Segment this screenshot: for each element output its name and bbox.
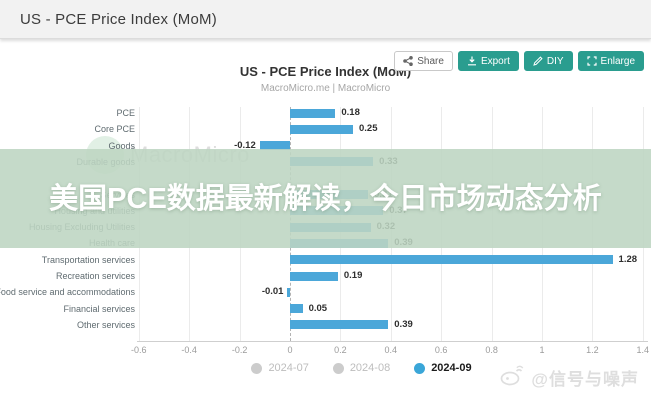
chart-subtitle: MacroMicro.me | MacroMicro — [260, 83, 391, 94]
value-label: 1.28 — [618, 253, 638, 265]
weibo-handle: @信号与噪声 — [531, 370, 639, 389]
value-label: 0.39 — [394, 318, 413, 330]
diy-button-label: DIY — [546, 55, 564, 67]
bar[interactable] — [290, 108, 336, 118]
axis-tick-label: 0.4 — [384, 345, 398, 355]
legend-dot — [414, 362, 426, 374]
chart-toolbar: Share Export DIY Enlarge — [394, 51, 644, 71]
bar[interactable] — [290, 255, 613, 265]
headline-text: 美国PCE数据最新解读，今日市场动态分析 — [49, 182, 602, 215]
bar[interactable] — [290, 320, 389, 330]
category-label: Transportation services — [41, 254, 135, 265]
chart-title: US - PCE Price Index (MoM) — [239, 64, 412, 79]
legend-item[interactable]: 2024-08 — [332, 362, 391, 374]
legend-label: 2024-07 — [268, 362, 309, 374]
axis-tick-label: -0.4 — [181, 345, 197, 355]
axis-tick-label: 0.2 — [334, 345, 347, 355]
export-button[interactable]: Export — [457, 51, 519, 71]
enlarge-button[interactable]: Enlarge — [577, 51, 644, 71]
legend-dot — [251, 362, 263, 374]
bar[interactable] — [290, 271, 338, 281]
axis-tick-label: 0 — [287, 345, 293, 355]
category-label: Other services — [76, 319, 135, 330]
bar[interactable] — [259, 141, 290, 151]
download-icon — [467, 56, 477, 66]
legend-item[interactable]: 2024-07 — [251, 362, 309, 374]
bar[interactable] — [290, 304, 303, 314]
share-button[interactable]: Share — [394, 51, 453, 71]
bar[interactable] — [287, 287, 290, 297]
x-axis-line — [137, 341, 648, 342]
value-label: -0.12 — [234, 139, 256, 151]
category-label: Recreation services — [55, 271, 135, 281]
legend-dot — [332, 362, 344, 374]
legend-label: 2024-08 — [349, 362, 391, 374]
weibo-icon — [500, 364, 526, 391]
axis-tick-label: 1.4 — [636, 345, 650, 355]
axis-tick-label: 0.6 — [434, 345, 448, 355]
bar[interactable] — [290, 124, 353, 134]
diy-button[interactable]: DIY — [523, 51, 573, 71]
axis-tick-label: 0.8 — [485, 345, 498, 355]
window-titlebar: US - PCE Price Index (MoM) — [0, 0, 651, 39]
weibo-watermark: @信号与噪声 — [500, 364, 639, 391]
axis-tick-label: 1 — [539, 345, 545, 355]
category-label: PCE — [116, 108, 135, 118]
headline-overlay: 美国PCE数据最新解读，今日市场动态分析 — [0, 149, 651, 248]
axis-tick-label: -0.6 — [131, 345, 147, 355]
axis-tick-label: 1.2 — [586, 345, 599, 355]
value-label: 0.05 — [308, 302, 328, 314]
value-label: 0.25 — [359, 123, 378, 135]
legend: 2024-07 2024-08 2024-09 — [0, 362, 651, 374]
share-icon — [403, 56, 414, 66]
value-label: 0.19 — [343, 270, 363, 281]
pencil-icon — [533, 56, 543, 66]
export-button-label: Export — [480, 55, 510, 67]
category-label: Food service and accommodations — [0, 287, 135, 298]
legend-item[interactable]: 2024-09 — [414, 362, 472, 374]
share-button-label: Share — [417, 55, 444, 67]
category-label: Goods — [108, 140, 135, 151]
category-label: Financial services — [63, 303, 135, 314]
window-title: US - PCE Price Index (MoM) — [20, 10, 217, 28]
value-label: 0.18 — [341, 107, 360, 118]
axis-tick-label: -0.2 — [231, 345, 248, 355]
enlarge-button-label: Enlarge — [600, 55, 635, 67]
category-label: Core PCE — [94, 124, 135, 135]
enlarge-icon — [586, 56, 597, 66]
legend-label: 2024-09 — [431, 362, 472, 374]
value-label: -0.01 — [261, 286, 284, 298]
